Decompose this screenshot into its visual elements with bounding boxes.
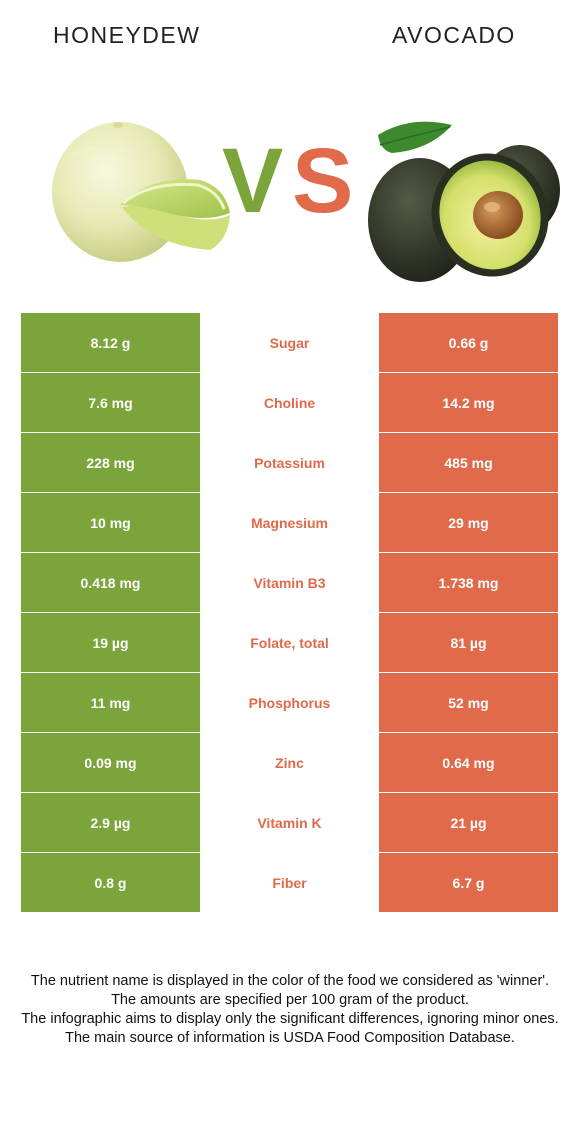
nutrient-name: Fiber (200, 853, 379, 912)
honeydew-value: 2.9 µg (21, 793, 200, 852)
row-divider (21, 852, 558, 853)
nutrient-name: Potassium (200, 433, 379, 492)
row-divider (21, 552, 558, 553)
nutrient-comparison-table: 8.12 g Sugar 0.66 g 7.6 mg Choline 14.2 … (21, 313, 558, 913)
avocado-value: 0.66 g (379, 313, 558, 372)
footnote-differences-note: The infographic aims to display only the… (21, 1011, 559, 1027)
honeydew-value: 0.8 g (21, 853, 200, 912)
left-food-title: HONEYDEW (53, 22, 201, 48)
honeydew-value: 228 mg (21, 433, 200, 492)
footnote-source-note: The main source of information is USDA F… (65, 1030, 515, 1046)
honeydew-value: 0.418 mg (21, 553, 200, 612)
table-row: 0.09 mg Zinc 0.64 mg (21, 733, 558, 793)
row-divider (21, 792, 558, 793)
avocado-value: 14.2 mg (379, 373, 558, 432)
table-row: 0.8 g Fiber 6.7 g (21, 853, 558, 913)
table-row: 228 mg Potassium 485 mg (21, 433, 558, 493)
row-divider (21, 432, 558, 433)
row-divider (21, 612, 558, 613)
avocado-value: 21 µg (379, 793, 558, 852)
avocado-value: 485 mg (379, 433, 558, 492)
table-row: 19 µg Folate, total 81 µg (21, 613, 558, 673)
nutrient-name: Zinc (200, 733, 379, 792)
table-row: 0.418 mg Vitamin B3 1.738 mg (21, 553, 558, 613)
avocado-image (368, 121, 560, 282)
hero-illustrations (52, 121, 560, 282)
row-divider (21, 672, 558, 673)
avocado-value: 29 mg (379, 493, 558, 552)
avocado-value: 81 µg (379, 613, 558, 672)
avocado-value: 0.64 mg (379, 733, 558, 792)
vs-letter-v: V (222, 130, 284, 232)
nutrient-name: Vitamin B3 (200, 553, 379, 612)
table-row: 2.9 µg Vitamin K 21 µg (21, 793, 558, 853)
honeydew-value: 0.09 mg (21, 733, 200, 792)
row-divider (21, 372, 558, 373)
footnote-amount-note: The amounts are specified per 100 gram o… (111, 992, 469, 1008)
honeydew-value: 11 mg (21, 673, 200, 732)
footnote-winner-note: The nutrient name is displayed in the co… (30, 973, 550, 989)
nutrient-name: Magnesium (200, 493, 379, 552)
avocado-value: 6.7 g (379, 853, 558, 912)
nutrient-name: Folate, total (200, 613, 379, 672)
vs-letter-s: S (292, 130, 354, 232)
nutrient-name: Vitamin K (200, 793, 379, 852)
avocado-value: 52 mg (379, 673, 558, 732)
table-row: 8.12 g Sugar 0.66 g (21, 313, 558, 373)
honeydew-value: 7.6 mg (21, 373, 200, 432)
row-divider (21, 492, 558, 493)
row-divider (21, 732, 558, 733)
honeydew-value: 19 µg (21, 613, 200, 672)
nutrient-name: Phosphorus (200, 673, 379, 732)
honeydew-value: 8.12 g (21, 313, 200, 372)
nutrient-name: Sugar (200, 313, 379, 372)
honeydew-image (52, 122, 230, 262)
honeydew-value: 10 mg (21, 493, 200, 552)
right-food-title: AVOCADO (392, 22, 516, 48)
table-row: 7.6 mg Choline 14.2 mg (21, 373, 558, 433)
nutrient-name: Choline (200, 373, 379, 432)
table-row: 10 mg Magnesium 29 mg (21, 493, 558, 553)
footnote: The nutrient name is displayed in the co… (18, 972, 562, 1048)
avocado-value: 1.738 mg (379, 553, 558, 612)
table-row: 11 mg Phosphorus 52 mg (21, 673, 558, 733)
